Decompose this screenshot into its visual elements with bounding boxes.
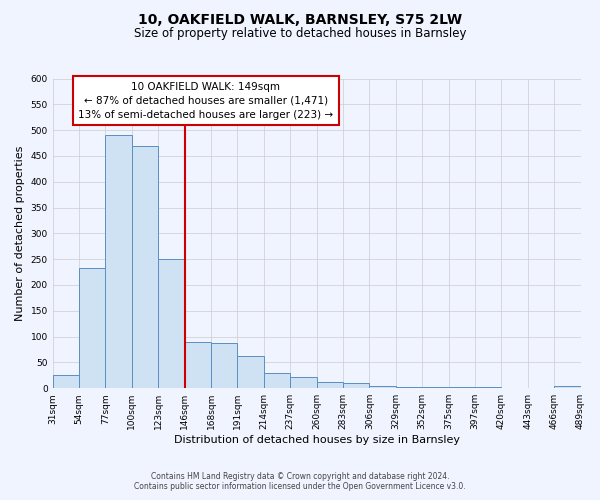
Bar <box>132 146 158 388</box>
Bar <box>396 386 422 388</box>
Bar <box>106 136 132 388</box>
Bar <box>53 376 79 388</box>
Bar <box>79 268 106 388</box>
Bar <box>158 259 185 388</box>
Text: Contains HM Land Registry data © Crown copyright and database right 2024.: Contains HM Land Registry data © Crown c… <box>151 472 449 481</box>
Bar <box>475 387 502 388</box>
Bar <box>449 387 475 388</box>
Y-axis label: Number of detached properties: Number of detached properties <box>15 146 25 321</box>
Bar <box>554 386 581 388</box>
Bar <box>290 377 317 388</box>
Bar <box>370 386 396 388</box>
Text: 10 OAKFIELD WALK: 149sqm
← 87% of detached houses are smaller (1,471)
13% of sem: 10 OAKFIELD WALK: 149sqm ← 87% of detach… <box>78 82 334 120</box>
Bar <box>211 343 238 388</box>
X-axis label: Distribution of detached houses by size in Barnsley: Distribution of detached houses by size … <box>173 435 460 445</box>
Text: Size of property relative to detached houses in Barnsley: Size of property relative to detached ho… <box>134 28 466 40</box>
Bar <box>422 387 449 388</box>
Bar <box>317 382 343 388</box>
Text: Contains public sector information licensed under the Open Government Licence v3: Contains public sector information licen… <box>134 482 466 491</box>
Bar <box>343 383 370 388</box>
Bar <box>185 342 211 388</box>
Bar <box>238 356 264 388</box>
Text: 10, OAKFIELD WALK, BARNSLEY, S75 2LW: 10, OAKFIELD WALK, BARNSLEY, S75 2LW <box>138 12 462 26</box>
Bar <box>264 372 290 388</box>
